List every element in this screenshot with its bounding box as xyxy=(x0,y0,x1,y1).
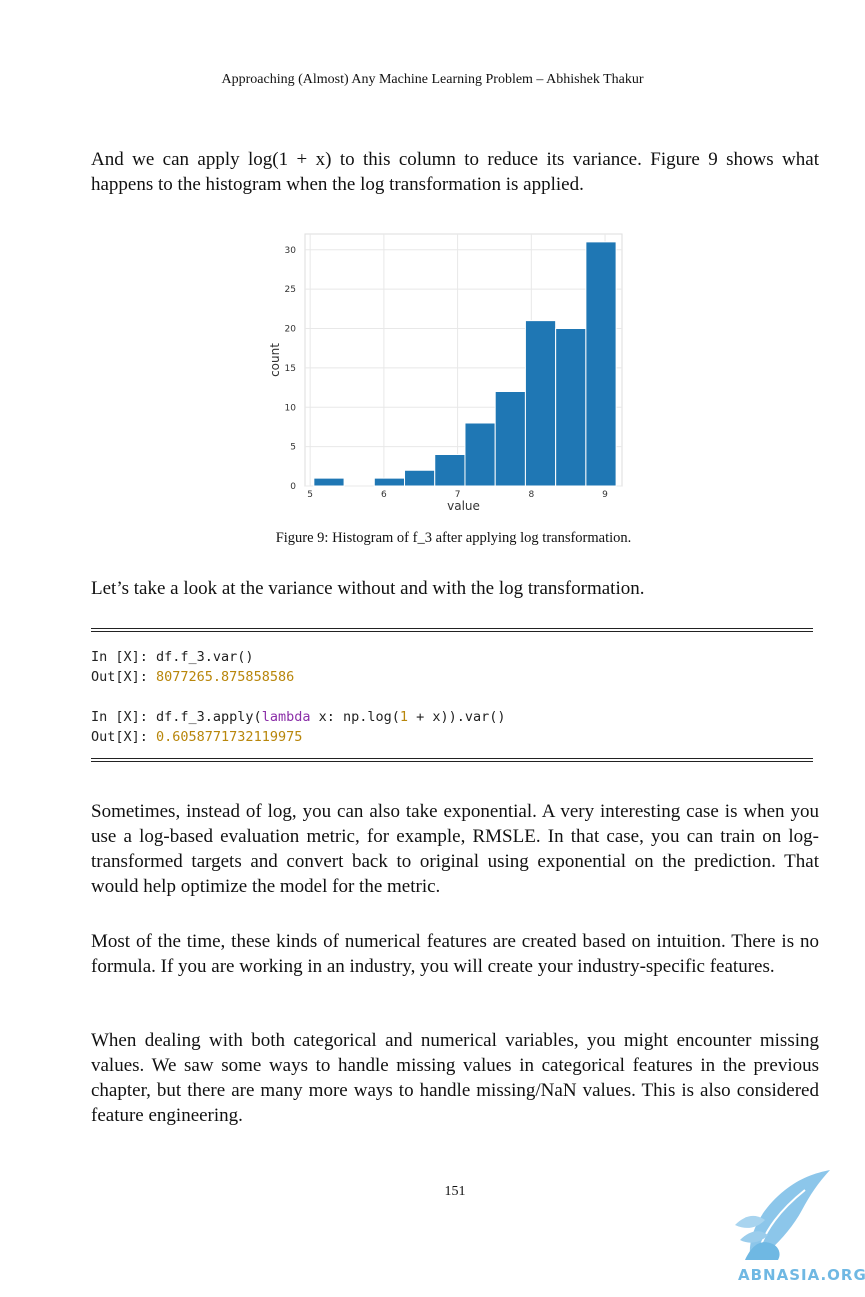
figure-caption: Figure 9: Histogram of f_3 after applyin… xyxy=(275,530,632,546)
feather-logo-icon xyxy=(735,1170,830,1260)
code-line-3c: + x)).var() xyxy=(408,709,506,725)
histogram-bar xyxy=(434,454,466,487)
histogram-chart: 0 5 10 15 20 25 30 5 6 7 8 9 value count xyxy=(268,233,623,513)
code-line-3b: x: np.log( xyxy=(310,709,400,725)
x-tick-label: 5 xyxy=(307,490,313,500)
code-bottom-rule xyxy=(91,758,813,762)
code-top-rule xyxy=(91,628,813,632)
code-line-2-prefix: Out[X]: xyxy=(91,669,157,685)
paragraph-variance-intro: Let’s take a look at the variance withou… xyxy=(91,578,645,599)
x-tick-label: 8 xyxy=(528,490,534,500)
running-header: Approaching (Almost) Any Machine Learnin… xyxy=(221,72,644,87)
histogram-bar xyxy=(373,477,406,487)
watermark-text: ABNASIA.ORG xyxy=(738,1266,865,1284)
y-tick-label: 20 xyxy=(285,325,297,335)
y-tick-label: 5 xyxy=(290,443,296,453)
code-line-4-value: 0.6058771732119975 xyxy=(156,729,303,745)
y-axis-label: count xyxy=(268,343,282,377)
page-number: 151 xyxy=(444,1184,466,1199)
paragraph-missing-values: When dealing with both categorical and n… xyxy=(91,1030,819,1126)
y-tick-label: 10 xyxy=(285,403,297,413)
code-number-1: 1 xyxy=(399,709,409,725)
code-line-2-value: 8077265.875858586 xyxy=(156,669,295,685)
histogram-bar xyxy=(404,469,436,487)
paragraph-intro: And we can apply log(1 + x) to this colu… xyxy=(91,149,819,195)
histogram-bar xyxy=(313,477,345,487)
x-tick-label: 7 xyxy=(455,490,461,500)
y-tick-label: 0 xyxy=(290,482,296,492)
paragraph-intuition: Most of the time, these kinds of numeric… xyxy=(91,931,819,977)
histogram-bar xyxy=(555,328,587,487)
code-line-3a: In [X]: df.f_3.apply( xyxy=(91,709,262,725)
y-tick-label: 15 xyxy=(285,364,296,374)
y-tick-label: 25 xyxy=(285,285,296,295)
y-tick-label: 30 xyxy=(285,246,297,256)
code-line-1: In [X]: df.f_3.var() xyxy=(91,649,254,665)
code-keyword-lambda: lambda xyxy=(261,709,311,725)
histogram-bar xyxy=(524,320,557,487)
paragraph-exponential: Sometimes, instead of log, you can also … xyxy=(91,801,819,897)
code-line-4-prefix: Out[X]: xyxy=(91,729,157,745)
histogram-bar xyxy=(494,391,526,487)
histogram-bar xyxy=(464,422,496,487)
histogram-bar xyxy=(585,241,617,487)
x-tick-label: 6 xyxy=(381,490,387,500)
x-tick-label: 9 xyxy=(602,490,608,500)
x-axis-label: value xyxy=(447,499,480,513)
code-block: In [X]: df.f_3.var() Out[X]: 8077265.875… xyxy=(91,647,813,747)
